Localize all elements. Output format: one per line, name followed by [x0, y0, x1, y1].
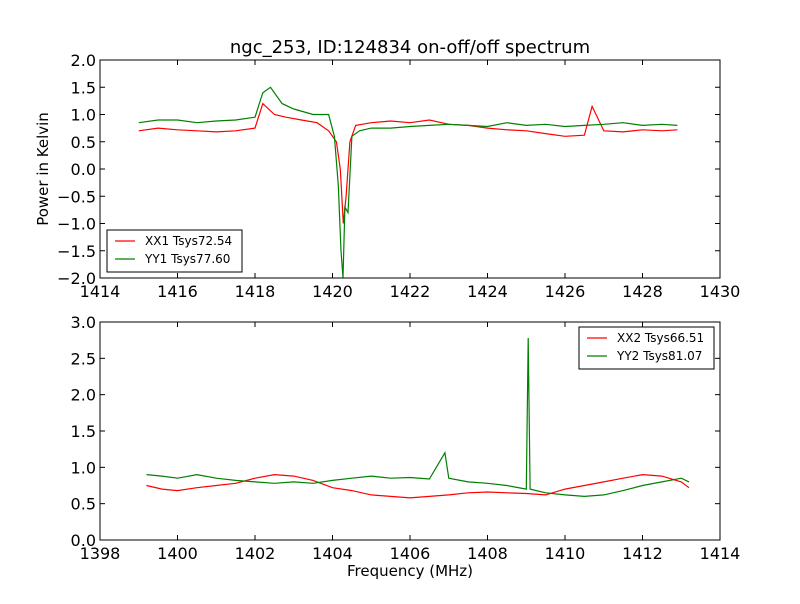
top-legend-box	[106, 229, 243, 273]
chart-title: ngc_253, ID:124834 on-off/off spectrum	[230, 37, 590, 58]
top-y-tick-label: −1.0	[57, 215, 96, 234]
top-x-tick-label: 1426	[545, 282, 586, 301]
top-series-yy1-line	[138, 86, 678, 278]
top-x-tick-label: 1414	[80, 282, 121, 301]
bottom-x-tick-label: 1414	[700, 544, 741, 563]
bottom-y-tick-label: 3.0	[71, 313, 96, 332]
top-panel: 1414 1416 1418 1420 1422 1424 1426 1428 1430 −2.0…	[57, 51, 740, 301]
bottom-y-tick-label: 2.5	[71, 349, 96, 368]
top-y-tick-label: −2.0	[57, 269, 96, 288]
bottom-x-tick-label: 1402	[235, 544, 276, 563]
bottom-y-tick-label: 0.5	[71, 495, 96, 514]
bottom-legend: XX2 Tsys66.51 YY2 Tsys81.07	[578, 326, 715, 370]
bottom-x-tick-label: 1410	[545, 544, 586, 563]
bottom-panel: 1398 1400 1402 1404 1406 1408 1410 1412 1414 0.0 0…	[71, 313, 741, 563]
top-x-tick-label: 1428	[622, 282, 663, 301]
top-y-tick-label: 2.0	[71, 51, 96, 70]
top-x-tick-label: 1422	[390, 282, 431, 301]
bottom-series-yy2-line	[146, 337, 690, 498]
top-series-xx1-line	[138, 102, 678, 224]
top-y-tick-label: 1.0	[71, 106, 96, 125]
top-x-tick-label: 1418	[235, 282, 276, 301]
bottom-x-tick-label: 1398	[80, 544, 121, 563]
top-legend-label: XX1 Tsys72.54	[145, 234, 232, 248]
top-legend-label: YY1 Tsys77.60	[144, 252, 230, 266]
y-axis-label: Power in Kelvin	[34, 112, 52, 226]
top-x-tick-label: 1420	[312, 282, 353, 301]
top-legend: XX1 Tsys72.54 YY1 Tsys77.60	[106, 229, 243, 273]
x-axis-label: Frequency (MHz)	[347, 562, 473, 580]
top-y-tick-label: −1.5	[57, 242, 96, 261]
bottom-legend-label: XX2 Tsys66.51	[617, 331, 704, 345]
top-y-tick-label: 1.5	[71, 78, 96, 97]
bottom-x-tick-label: 1406	[390, 544, 431, 563]
top-x-tick-label: 1430	[700, 282, 741, 301]
bottom-series-xx2-line	[146, 473, 690, 499]
bottom-y-tick-label: 2.0	[71, 386, 96, 405]
bottom-legend-label: YY2 Tsys81.07	[616, 349, 702, 363]
bottom-x-tick-label: 1404	[312, 544, 353, 563]
top-x-tick-label: 1416	[157, 282, 198, 301]
top-y-tick-label: 0.0	[71, 160, 96, 179]
top-x-tick-label: 1424	[467, 282, 508, 301]
bottom-y-tick-label: 1.5	[71, 422, 96, 441]
top-y-tick-label: −0.5	[57, 187, 96, 206]
bottom-x-tick-label: 1400	[157, 544, 198, 563]
bottom-y-tick-label: 0.0	[71, 531, 96, 550]
bottom-legend-box	[578, 326, 715, 370]
bottom-y-tick-label: 1.0	[71, 458, 96, 477]
bottom-x-tick-label: 1412	[622, 544, 663, 563]
top-y-tick-label: 0.5	[71, 133, 96, 152]
bottom-x-tick-label: 1408	[467, 544, 508, 563]
